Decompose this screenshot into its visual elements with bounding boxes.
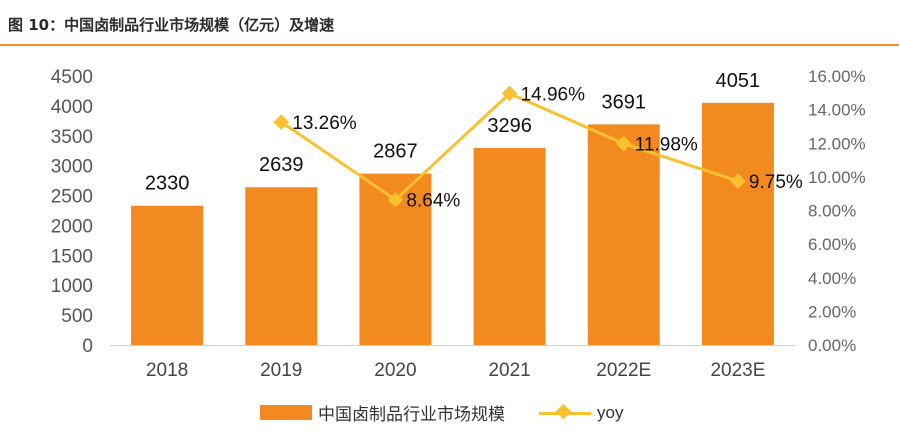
yoy-marker (730, 173, 746, 189)
legend: 中国卤制品行业市场规模 yoy (260, 400, 623, 425)
x-tick-label: 2022E (596, 360, 651, 381)
y-right-tick-label: 0.00% (808, 336, 856, 355)
y-right-tick-label: 16.00% (808, 67, 866, 86)
legend-bar-swatch (260, 405, 312, 420)
x-tick-label: 2019 (260, 360, 302, 381)
bar (701, 102, 774, 345)
bar (245, 187, 318, 345)
bar (587, 124, 660, 345)
x-tick-label: 2018 (146, 360, 188, 381)
bar-value-label: 2639 (259, 154, 304, 176)
y-right-tick-label: 6.00% (808, 235, 856, 254)
figure-title: 图 10：中国卤制品行业市场规模（亿元）及增速 (8, 16, 335, 34)
y-right-tick-label: 2.00% (808, 302, 856, 321)
legend-line-label: yoy (597, 402, 624, 422)
title-rule (0, 44, 899, 46)
y-right-tick-label: 12.00% (808, 134, 866, 153)
y-left-tick-label: 4500 (51, 67, 93, 88)
bar (473, 147, 546, 345)
y-left-tick-label: 500 (61, 306, 93, 327)
y-right-tick-label: 4.00% (808, 269, 856, 288)
y-left-tick-label: 1500 (51, 246, 93, 267)
y-left-tick-label: 2500 (51, 187, 93, 208)
x-tick-label: 2021 (488, 360, 530, 381)
y-left-tick-label: 0 (82, 336, 93, 357)
y-left-tick-label: 1000 (51, 276, 93, 297)
y-right-tick-label: 8.00% (808, 202, 856, 221)
legend-bar-label: 中国卤制品行业市场规模 (318, 405, 505, 425)
yoy-value-label: 9.75% (749, 172, 803, 193)
bar-value-label: 2330 (145, 173, 190, 195)
y-right-tick-label: 10.00% (808, 168, 866, 187)
bar-value-label: 3296 (487, 115, 532, 137)
bar-value-label: 2867 (373, 141, 418, 163)
bar-value-label: 3691 (602, 91, 647, 113)
x-tick-label: 2023E (710, 360, 765, 381)
y-left-tick-label: 3000 (51, 157, 93, 178)
yoy-value-label: 11.98% (635, 135, 698, 156)
y-left-tick-label: 3500 (51, 127, 93, 148)
yoy-value-label: 8.64% (406, 191, 460, 212)
bar-value-label: 4051 (716, 70, 761, 92)
y-left-tick-label: 4000 (51, 97, 93, 118)
legend-line-swatch (539, 403, 591, 423)
yoy-value-label: 14.96% (521, 84, 586, 105)
yoy-marker (615, 135, 632, 152)
x-tick-label: 2020 (374, 360, 416, 381)
y-left-tick-label: 2000 (51, 216, 93, 237)
bar (131, 205, 204, 345)
y-right-tick-label: 14.00% (808, 101, 866, 120)
yoy-marker (387, 191, 404, 208)
yoy-value-label: 13.26% (292, 113, 357, 134)
